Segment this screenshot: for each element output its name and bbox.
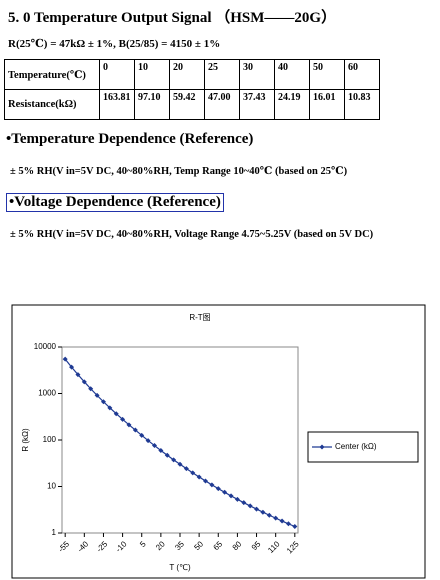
- marker: [209, 482, 215, 488]
- marker: [120, 416, 126, 422]
- marker: [177, 461, 183, 467]
- marker: [88, 386, 94, 392]
- marker: [126, 422, 132, 428]
- table-cell: 30: [239, 59, 275, 90]
- marker: [260, 509, 266, 515]
- y-tick-label: 1: [52, 528, 57, 537]
- marker: [139, 432, 145, 438]
- marker: [183, 466, 189, 472]
- table-cell: 47.00: [204, 89, 240, 120]
- marker: [100, 399, 106, 405]
- marker: [241, 500, 247, 506]
- table-cell: 60: [344, 59, 380, 90]
- marker: [158, 448, 164, 454]
- marker: [266, 512, 272, 518]
- y-axis-label: R (kΩ): [21, 428, 30, 452]
- table-cell: 10.83: [344, 89, 380, 120]
- legend-marker: [319, 444, 325, 450]
- table-row: Resistance(kΩ) 163.81 97.10 59.42 47.00 37.43…: [4, 89, 380, 120]
- table-cell: 16.01: [309, 89, 345, 120]
- marker: [273, 515, 279, 521]
- x-tick-label: 5: [138, 539, 148, 549]
- marker: [171, 457, 177, 463]
- section-text: ± 5% RH(V in=5V DC, 40~80%RH, Voltage Ra…: [10, 229, 374, 240]
- marker: [203, 478, 209, 484]
- marker: [69, 364, 75, 370]
- marker: [292, 523, 298, 529]
- table-cell: 97.10: [134, 89, 170, 120]
- marker: [81, 379, 87, 385]
- row-header: Resistance(kΩ): [4, 89, 100, 120]
- marker: [145, 438, 151, 444]
- marker: [254, 506, 260, 512]
- marker: [196, 474, 202, 480]
- x-axis-label: T (℃): [169, 563, 191, 572]
- section-text: ± 5% RH(V in=5V DC, 40~80%RH, Temp Range…: [10, 166, 348, 177]
- marker: [107, 405, 113, 411]
- y-tick-label: 100: [43, 435, 57, 444]
- marker: [151, 443, 157, 449]
- marker: [222, 489, 228, 495]
- marker: [113, 411, 119, 417]
- table-cell: 0: [99, 59, 135, 90]
- table-cell: 24.19: [274, 89, 310, 120]
- plot-area: [61, 346, 299, 534]
- marker: [234, 496, 240, 502]
- table-cell: 37.43: [239, 89, 275, 120]
- marker: [247, 503, 253, 509]
- marker: [215, 486, 221, 492]
- marker: [62, 356, 68, 362]
- marker: [94, 392, 100, 398]
- section-heading: •Voltage Dependence (Reference): [6, 193, 224, 212]
- marker: [190, 470, 196, 476]
- y-tick-label: 10000: [34, 342, 57, 351]
- spec: R(25℃) = 47kΩ ± 1%, B(25/85) = 4150 ± 1%: [8, 38, 221, 50]
- marker: [285, 521, 291, 527]
- rt-table: Temperature(℃) 0 10 20 25 30 40 50 60 Resistance…: [4, 59, 380, 120]
- y-tick-label: 1000: [38, 389, 56, 398]
- marker: [279, 518, 285, 524]
- marker: [164, 452, 170, 458]
- y-tick-label: 10: [47, 482, 56, 491]
- legend-label: Center (kΩ): [335, 442, 377, 451]
- chart-title: R-T图: [189, 313, 210, 322]
- title: 5. 0 Temperature Output Signal （HSM——20G…: [8, 10, 337, 26]
- section-heading: •Temperature Dependence (Reference): [6, 131, 254, 147]
- marker: [228, 493, 234, 499]
- marker: [75, 372, 81, 378]
- marker: [132, 427, 138, 433]
